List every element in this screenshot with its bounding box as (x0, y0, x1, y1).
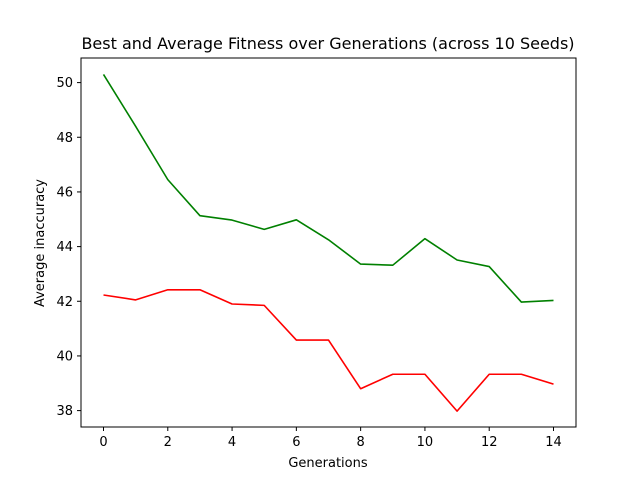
x-tick-label: 2 (164, 435, 172, 450)
series-line-0 (102, 73, 554, 303)
y-tick-label: 38 (56, 404, 73, 419)
x-axis-label: Generations (288, 456, 368, 471)
x-tick-label: 12 (481, 435, 498, 450)
series-line-1 (103, 288, 554, 412)
y-tick-label: 48 (56, 131, 73, 146)
y-tick-label: 42 (56, 295, 73, 310)
y-tick-label: 46 (56, 185, 73, 200)
x-tick-label: 8 (357, 435, 365, 450)
y-tick-label: 40 (56, 349, 73, 364)
x-tick-label: 14 (545, 435, 562, 450)
y-axis-label: Average inaccuracy (33, 179, 48, 307)
plot-frame (80, 57, 577, 428)
x-tick-label: 0 (99, 435, 107, 450)
chart-title: Best and Average Fitness over Generation… (81, 34, 574, 53)
x-tick-label: 4 (228, 435, 236, 450)
x-tick-label: 10 (417, 435, 434, 450)
x-tick-label: 6 (292, 435, 300, 450)
y-tick-label: 50 (56, 76, 73, 91)
y-tick-label: 44 (56, 240, 73, 255)
